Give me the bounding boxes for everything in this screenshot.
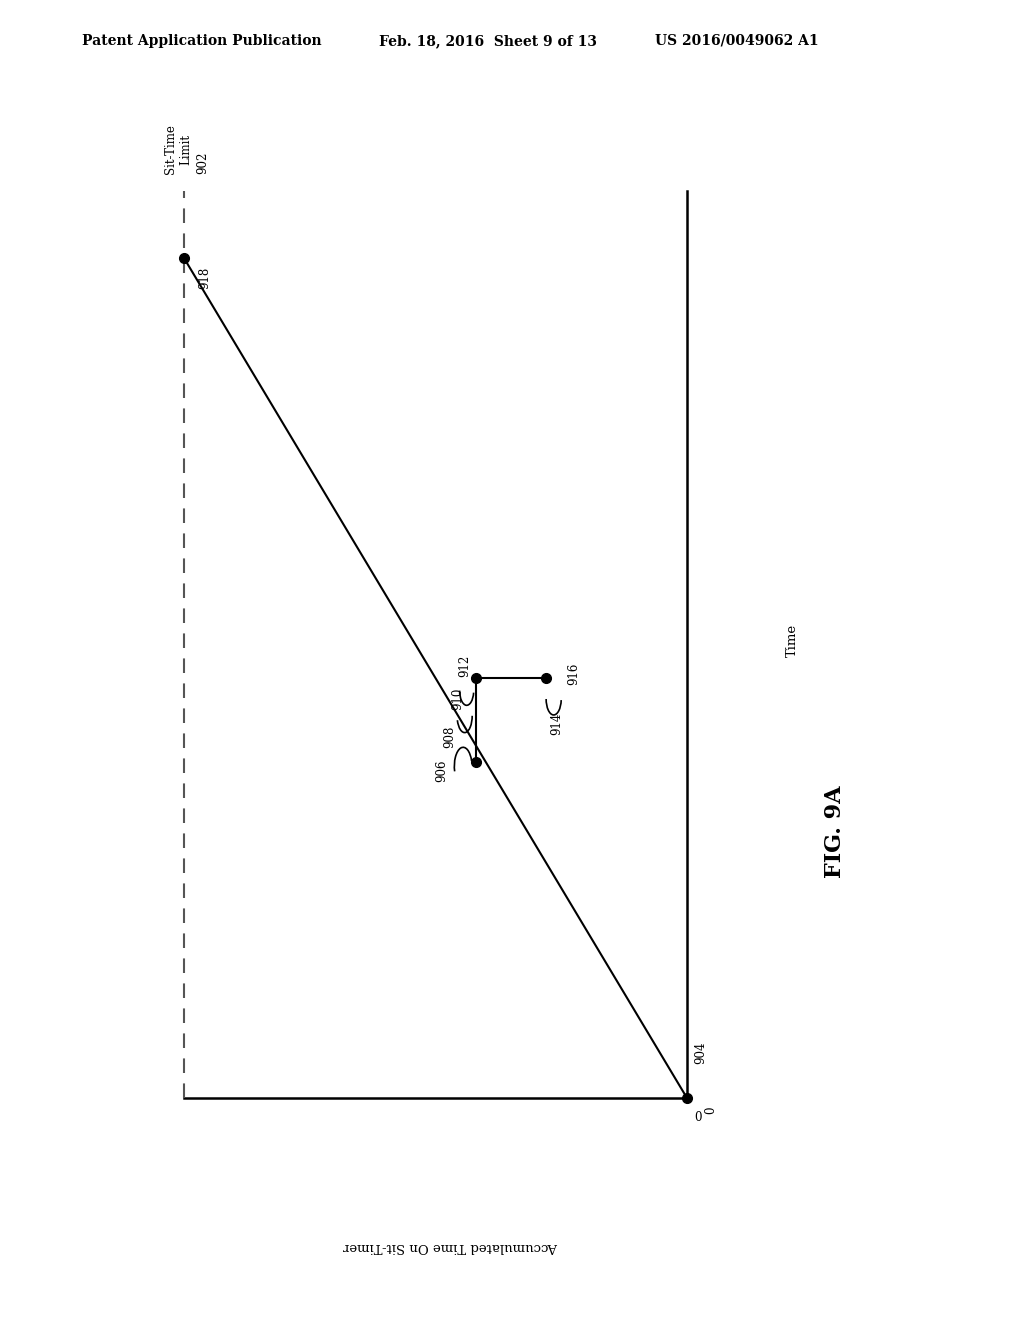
Text: 902: 902 [197, 152, 210, 174]
Text: Patent Application Publication: Patent Application Publication [82, 34, 322, 48]
Text: 910: 910 [452, 688, 465, 710]
Text: Time: Time [786, 623, 799, 657]
Text: 918: 918 [198, 267, 211, 289]
Text: 914: 914 [550, 713, 563, 735]
Text: 0: 0 [694, 1110, 702, 1123]
Text: US 2016/0049062 A1: US 2016/0049062 A1 [655, 34, 819, 48]
Text: 916: 916 [567, 663, 581, 685]
Text: 0: 0 [705, 1106, 718, 1114]
Text: 904: 904 [694, 1041, 708, 1064]
Text: Sit-Time
Limit: Sit-Time Limit [164, 124, 191, 174]
Text: 912: 912 [459, 655, 472, 677]
Text: 906: 906 [435, 759, 449, 781]
Text: Accumulated Time On Sit-Timer: Accumulated Time On Sit-Timer [343, 1239, 558, 1253]
Text: FIG. 9A: FIG. 9A [823, 785, 846, 878]
Text: 908: 908 [443, 726, 457, 748]
Text: Feb. 18, 2016  Sheet 9 of 13: Feb. 18, 2016 Sheet 9 of 13 [379, 34, 597, 48]
